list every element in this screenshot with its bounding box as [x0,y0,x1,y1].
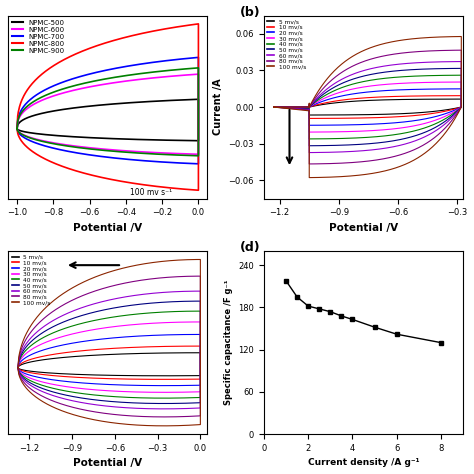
Legend: NPMC-500, NPMC-600, NPMC-700, NPMC-800, NPMC-900: NPMC-500, NPMC-600, NPMC-700, NPMC-800, … [11,19,65,55]
Y-axis label: Current /A: Current /A [213,79,223,136]
Text: (d): (d) [240,241,261,254]
X-axis label: Current density /A g⁻¹: Current density /A g⁻¹ [308,458,419,467]
X-axis label: Potential /V: Potential /V [329,223,398,233]
Text: 100 mv s⁻¹: 100 mv s⁻¹ [129,188,172,197]
X-axis label: Potential /V: Potential /V [73,223,142,233]
Legend: 5 mv/s, 10 mv/s, 20 mv/s, 30 mv/s, 40 mv/s, 50 mv/s, 60 mv/s, 80 mv/s, 100 mv/s: 5 mv/s, 10 mv/s, 20 mv/s, 30 mv/s, 40 mv… [267,18,307,70]
Legend: 5 mv/s, 10 mv/s, 20 mv/s, 30 mv/s, 40 mv/s, 50 mv/s, 60 mv/s, 80 mv/s, 100 mv/s: 5 mv/s, 10 mv/s, 20 mv/s, 30 mv/s, 40 mv… [11,254,51,306]
Y-axis label: Specific capacitance /F g⁻¹: Specific capacitance /F g⁻¹ [224,280,233,405]
X-axis label: Potential /V: Potential /V [73,458,142,468]
Text: (b): (b) [240,6,261,18]
